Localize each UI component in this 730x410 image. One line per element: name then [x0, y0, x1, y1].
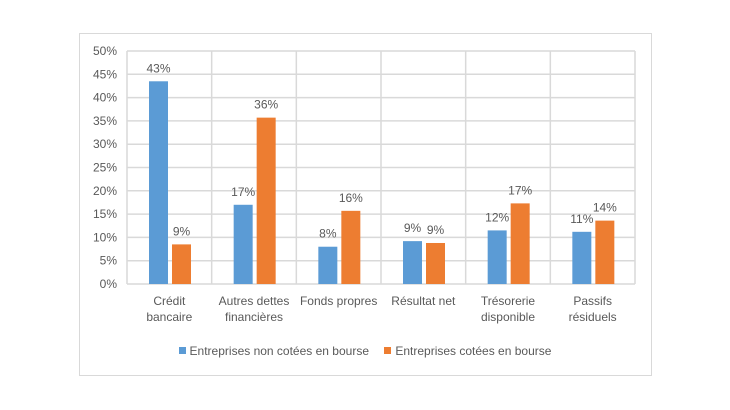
- y-tick-label: 35%: [93, 114, 117, 128]
- y-tick-label: 0%: [100, 277, 118, 291]
- legend-swatch-blue: [178, 347, 186, 354]
- bar: [149, 81, 168, 284]
- y-tick-label: 50%: [93, 44, 117, 58]
- bar: [572, 231, 592, 284]
- y-tick-label: 30%: [93, 137, 117, 151]
- data-label: 11%: [570, 212, 593, 226]
- x-tick-label: disponible: [481, 310, 535, 324]
- bar: [426, 242, 445, 284]
- y-tick-label: 20%: [93, 184, 117, 198]
- bar: [487, 230, 507, 284]
- data-label: 43%: [146, 61, 170, 75]
- x-tick-label: financières: [225, 310, 283, 324]
- x-tick-label: Autres dettes: [219, 294, 290, 308]
- legend: Entreprises non cotées en bourse Entrepr…: [0, 343, 730, 358]
- data-label: 16%: [339, 191, 363, 205]
- legend-label: Entreprises non cotées en bourse: [189, 343, 369, 358]
- y-tick-label: 10%: [93, 230, 117, 244]
- y-tick-label: 40%: [93, 91, 117, 105]
- bar: [256, 117, 276, 284]
- legend-label: Entreprises cotées en bourse: [395, 343, 552, 358]
- legend-swatch-orange: [384, 347, 392, 354]
- bar: [403, 241, 422, 284]
- legend-item-non-cotees: Entreprises non cotées en bourse: [178, 343, 369, 358]
- bar: [318, 246, 338, 284]
- bar: [172, 244, 191, 284]
- data-label: 14%: [593, 201, 617, 215]
- legend-item-cotees: Entreprises cotées en bourse: [384, 344, 551, 358]
- bar: [510, 203, 530, 284]
- chart-frame: [79, 33, 652, 376]
- y-tick-label: 15%: [93, 207, 117, 221]
- x-tick-label: Trésorerie: [481, 294, 536, 308]
- x-tick-label: résiduels: [569, 310, 617, 324]
- data-label: 12%: [485, 210, 509, 224]
- data-label: 36%: [254, 98, 278, 112]
- x-tick-label: Résultat net: [391, 294, 456, 308]
- y-tick-label: 45%: [93, 67, 117, 81]
- data-label: 17%: [231, 185, 255, 199]
- x-tick-label: Passifs: [573, 294, 612, 308]
- x-tick-label: Fonds propres: [300, 294, 377, 308]
- bar: [595, 220, 615, 284]
- data-label: 9%: [404, 221, 422, 235]
- data-label: 17%: [508, 183, 532, 197]
- x-tick-label: Crédit: [153, 294, 186, 308]
- data-label: 9%: [427, 223, 445, 237]
- bar: [233, 204, 253, 284]
- data-label: 9%: [173, 224, 191, 238]
- bar: [341, 210, 361, 284]
- y-tick-label: 5%: [100, 254, 118, 268]
- x-tick-label: bancaire: [146, 310, 192, 324]
- data-label: 8%: [319, 227, 337, 241]
- y-tick-label: 25%: [93, 161, 117, 175]
